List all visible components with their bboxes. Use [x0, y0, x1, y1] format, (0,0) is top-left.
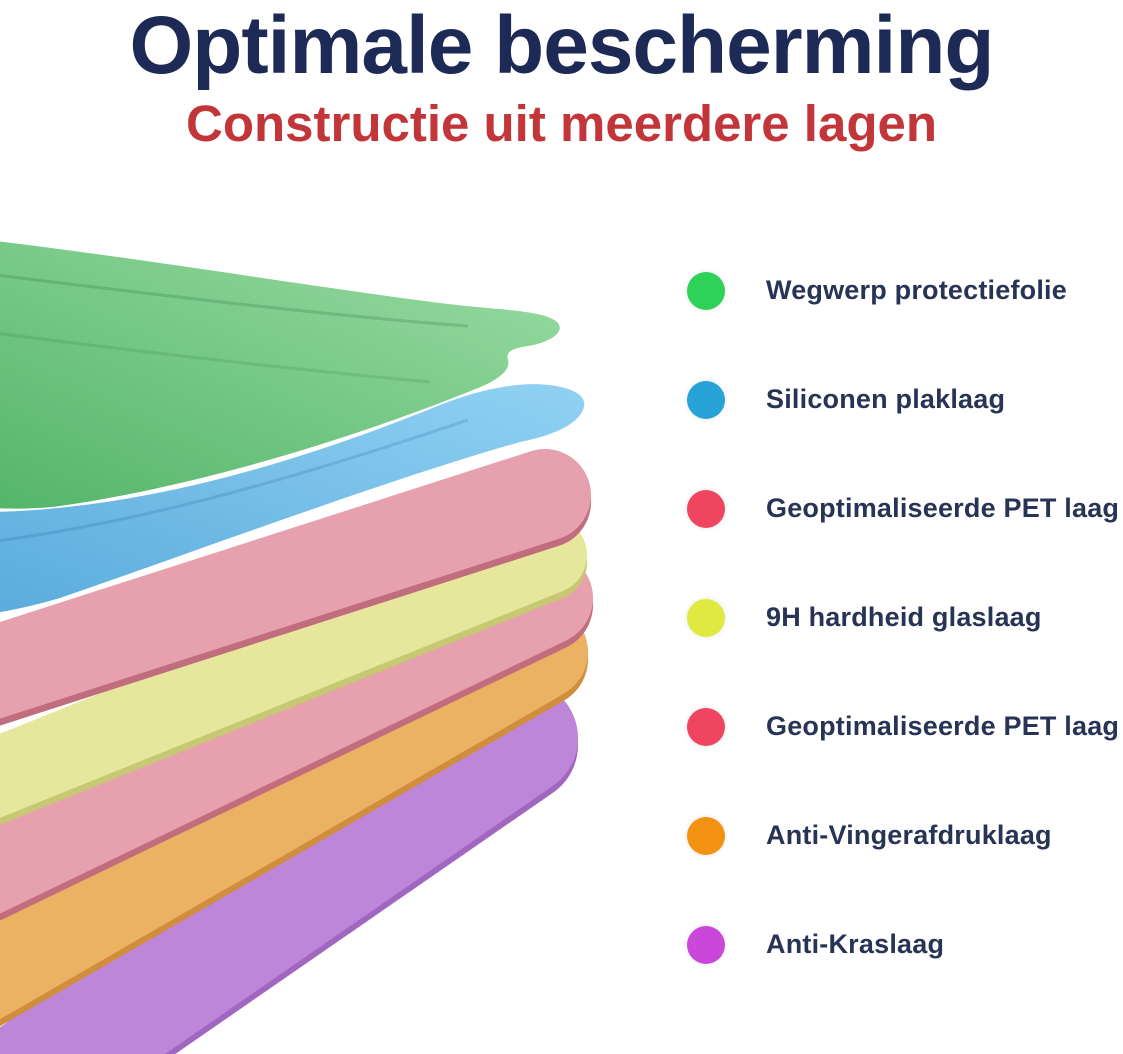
layer-face [0, 449, 591, 719]
legend-label: 9H hardheid glaslaag [766, 602, 1042, 632]
layer-siliconen-plaklaag [0, 384, 585, 613]
legend-label: Siliconen plaklaag [766, 384, 1006, 414]
legend-row: Siliconen plaklaag [687, 345, 1123, 454]
legend-label: Anti-Vingerafdruklaag [766, 820, 1052, 850]
legend-row: Anti-Vingerafdruklaag [687, 781, 1123, 890]
layer-face [0, 241, 560, 509]
red-dot-icon [687, 489, 725, 528]
legend-label: Geoptimaliseerde PET laag [766, 711, 1120, 741]
layer-face [0, 680, 578, 1054]
layer-anti-kraslaag [0, 680, 578, 1054]
page-subtitle: Constructie uit meerdere lagen [185, 94, 938, 152]
layer-face [0, 551, 593, 914]
orange-dot-icon [687, 816, 725, 855]
legend-row: 9H hardheid glaslaag [687, 563, 1123, 672]
header: Optimale bescherming Constructie uit mee… [0, 0, 1123, 150]
yellow-dot-icon [687, 598, 725, 637]
layer-pet-boven [0, 449, 591, 726]
legend-label: Wegwerp protectiefolie [766, 275, 1067, 305]
layer-face [0, 384, 585, 613]
legend-row: Anti-Kraslaag [687, 890, 1123, 999]
page-title: Optimale bescherming [129, 0, 994, 91]
layers-illustration [0, 241, 593, 1054]
layer-face [0, 516, 587, 818]
legend-label: Geoptimaliseerde PET laag [766, 493, 1120, 523]
legend: Wegwerp protectiefolie Siliconen plaklaa… [687, 236, 1123, 999]
film-crease-line [0, 273, 469, 328]
blue-dot-icon [687, 380, 725, 419]
green-dot-icon [687, 271, 725, 310]
layer-pet-onder [0, 551, 593, 921]
layer-wegwerp-protectiefolie [0, 241, 560, 509]
film-crease-line [0, 332, 431, 384]
layer-face [0, 604, 588, 1020]
legend-row: Geoptimaliseerde PET laag [687, 454, 1123, 563]
purple-dot-icon [687, 925, 725, 964]
layer-anti-vingerafdruklaag [0, 604, 588, 1027]
legend-row: Wegwerp protectiefolie [687, 236, 1123, 345]
red-dot-icon [687, 707, 725, 746]
legend-row: Geoptimaliseerde PET laag [687, 672, 1123, 781]
legend-label: Anti-Kraslaag [766, 929, 945, 959]
film-crease-line [0, 418, 469, 542]
layer-glaslaag [0, 516, 587, 825]
